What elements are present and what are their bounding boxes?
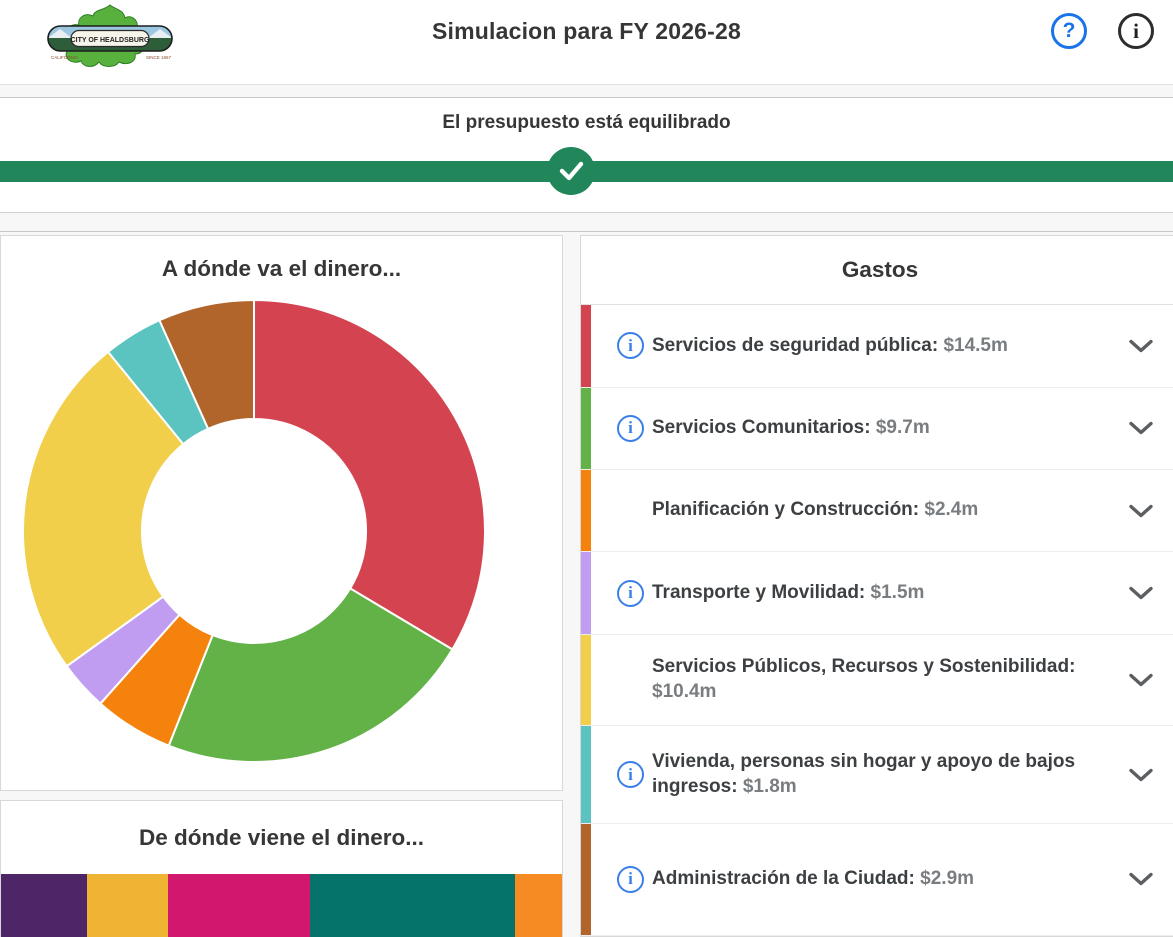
revenue-bar-segment[interactable] [310,874,516,937]
revenue-stacked-bar [1,874,562,937]
expense-row-city-administration[interactable]: i Administración de la Ciudad: $2.9m [581,823,1173,936]
question-mark-icon: ? [1062,19,1076,42]
budget-status-section: El presupuesto está equilibrado [0,98,1173,212]
info-icon[interactable]: i [617,865,644,893]
page-title: Simulacion para FY 2026-28 [431,18,742,44]
category-color-strip [581,387,591,469]
expense-row-housing-homeless[interactable]: i Vivienda, personas sin hogar y apoyo d… [581,726,1173,824]
revenue-bar-segment[interactable] [86,874,168,937]
category-color-strip [581,305,591,387]
donut-segment[interactable] [22,350,185,668]
chevron-down-icon[interactable] [1129,504,1153,517]
category-color-strip [581,823,591,935]
expense-value: $2.9m [920,868,975,890]
chevron-down-icon[interactable] [1129,586,1153,600]
section-divider-band [0,212,1173,232]
revenue-card-title: De dónde viene el dinero... [138,825,425,850]
expense-value: $10.4m [652,681,717,703]
chevron-down-icon[interactable] [1129,873,1153,886]
spending-donut-chart [22,298,486,763]
info-icon: i [1133,18,1139,43]
expense-label: Planificación y Construcción: [652,499,920,521]
expense-label: Administración de la Ciudad: [652,868,915,890]
chevron-down-icon[interactable] [1129,422,1153,435]
expense-row-planning-construction[interactable]: Planificación y Construcción: $2.4m [581,469,1173,553]
chevron-down-icon[interactable] [1129,673,1153,687]
spending-card: A dónde va el dinero... [0,235,563,791]
donut-segment[interactable] [167,587,454,763]
logo-badge-text: CITY OF HEALDSBURG [71,37,150,44]
expense-value: $2.4m [924,499,979,521]
page-info-button[interactable]: i [1118,13,1154,49]
expense-label: Vivienda, personas sin hogar y apoyo de … [652,750,1076,797]
revenue-bar-segment[interactable] [515,874,562,937]
chevron-down-icon[interactable] [1129,768,1153,781]
city-logo: CITY OF HEALDSBURG CALIFORNIA SINCE 1867 [47,4,173,67]
expense-row-public-safety[interactable]: i Servicios de seguridad pública: $14.5m [581,305,1173,388]
balance-check-thumb [547,147,596,195]
app-header: CITY OF HEALDSBURG CALIFORNIA SINCE 1867… [0,0,1173,84]
expenses-panel: Gastos i Servicios de seguridad pública:… [580,235,1173,937]
category-color-strip [581,469,591,552]
spending-card-title: A dónde va el dinero... [161,256,402,281]
expense-row-public-utilities[interactable]: Servicios Públicos, Recursos y Sostenibi… [581,634,1173,727]
main-content: A dónde va el dinero... De dónde viene e… [0,232,1173,937]
donut-segment[interactable] [158,298,255,431]
expense-label: Transporte y Movilidad: [652,581,866,603]
info-icon[interactable]: i [617,761,644,789]
revenue-card: De dónde viene el dinero... [0,800,563,937]
check-icon [560,161,584,181]
help-button[interactable]: ? [1051,13,1087,49]
expense-row-community-services[interactable]: i Servicios Comunitarios: $9.7m [581,387,1173,470]
expense-value: $1.5m [870,581,925,603]
info-icon[interactable]: i [617,414,644,442]
expense-value: $1.8m [742,775,797,797]
header-divider-band [0,84,1173,98]
expense-label: Servicios de seguridad pública: [652,334,939,356]
revenue-bar-segment[interactable] [167,874,311,937]
logo-left-text: CALIFORNIA [51,55,78,60]
expense-value: $9.7m [875,416,930,438]
balance-status-message: El presupuesto está equilibrado [442,112,731,133]
expenses-panel-title: Gastos [581,236,1173,306]
category-color-strip [581,726,591,823]
revenue-bar-segment[interactable] [1,874,87,937]
expense-label: Servicios Comunitarios: [652,416,871,438]
expense-value: $14.5m [943,334,1008,356]
info-icon[interactable]: i [617,332,644,360]
logo-right-text: SINCE 1867 [146,55,172,60]
expense-label: Servicios Públicos, Recursos y Sostenibi… [652,656,1076,678]
budget-progress [0,147,1173,195]
donut-segment[interactable] [253,298,486,651]
expense-row-transport-mobility[interactable]: i Transporte y Movilidad: $1.5m [581,552,1173,635]
chevron-down-icon[interactable] [1129,339,1153,353]
info-icon[interactable]: i [617,579,644,607]
icon-spacer [617,510,652,511]
icon-spacer [617,680,652,681]
category-color-strip [581,634,591,726]
category-color-strip [581,552,591,634]
